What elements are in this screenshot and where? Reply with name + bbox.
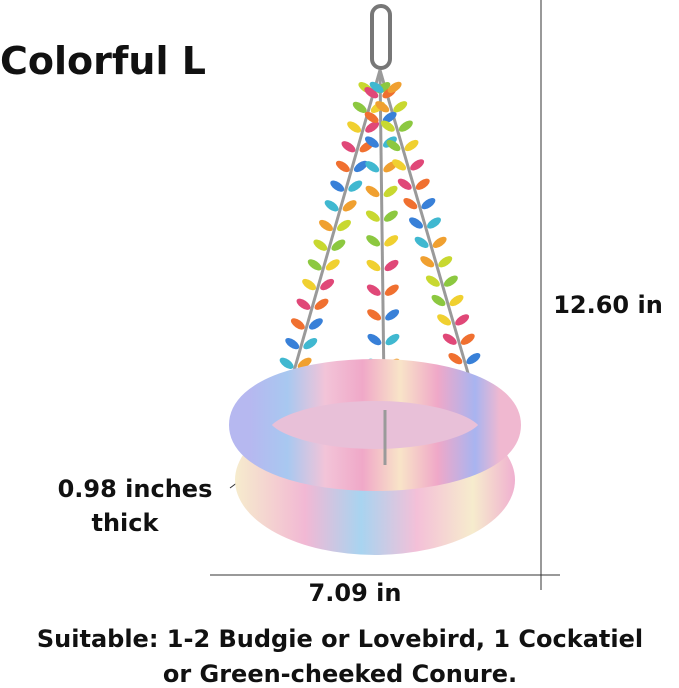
leaf (364, 87, 379, 99)
leaf (385, 333, 400, 346)
leaf (290, 318, 305, 330)
leaf (432, 236, 447, 249)
leaf (365, 121, 380, 133)
leaf (443, 275, 458, 287)
leaf (380, 120, 395, 132)
leaf (342, 200, 357, 212)
leaf (438, 256, 453, 268)
leaf (392, 159, 407, 171)
nest (229, 359, 521, 555)
leaf (383, 210, 398, 222)
leaf (455, 314, 470, 326)
leaf (367, 333, 382, 346)
leaf (337, 219, 351, 232)
leaf (384, 259, 399, 272)
leaf (366, 284, 381, 296)
leaf (365, 210, 380, 222)
thickness-label: thick (92, 509, 160, 537)
leaf (330, 180, 345, 192)
leaf (364, 111, 379, 124)
leaf (296, 298, 311, 310)
leaf (307, 259, 322, 271)
leaf (410, 159, 425, 171)
leaf (397, 178, 412, 190)
leaf (341, 141, 356, 153)
leaf (324, 200, 339, 212)
leaf (353, 160, 368, 173)
leaf (325, 259, 340, 271)
leaf (421, 197, 436, 210)
leaf (409, 217, 423, 229)
title: Colorful L (0, 39, 206, 83)
leaf (460, 333, 475, 345)
leaf (314, 298, 329, 310)
height-label: 12.60 in (553, 291, 663, 319)
leaf (385, 309, 400, 321)
leaf (331, 239, 346, 251)
leaf (365, 161, 380, 173)
leaf (414, 236, 429, 249)
leaf (366, 235, 381, 247)
leaf (347, 121, 362, 133)
leaf (415, 178, 430, 190)
leaf (448, 352, 463, 365)
leaf (352, 101, 367, 114)
leaf (437, 314, 452, 326)
leaf (279, 357, 294, 369)
leaf (404, 139, 419, 152)
leaf (383, 185, 398, 198)
leaf (308, 318, 323, 330)
leaf (366, 259, 381, 272)
leaf (384, 284, 399, 296)
leaf (431, 294, 446, 307)
leaf (320, 278, 335, 291)
leaf (384, 235, 399, 247)
leaf (420, 256, 435, 268)
leaf (425, 275, 440, 287)
leaf (382, 111, 397, 124)
caption: Suitable: 1-2 Budgie or Lovebird, 1 Cock… (37, 625, 643, 653)
carabiner (370, 4, 392, 70)
leaf (442, 333, 457, 345)
leaf (302, 278, 317, 291)
leaf (297, 357, 312, 369)
leaf (303, 337, 318, 350)
leaf (313, 239, 328, 251)
leaf (369, 81, 384, 94)
leaf (365, 185, 380, 198)
leaf (335, 160, 350, 173)
leaf (367, 309, 382, 321)
leaf (348, 180, 363, 192)
leaf (393, 101, 408, 113)
leaf (403, 197, 418, 210)
leaf (387, 81, 402, 94)
leaf (319, 219, 333, 232)
leaf (364, 136, 379, 148)
width-label: 7.09 in (309, 579, 402, 607)
thickness-label: 0.98 inches (58, 475, 213, 503)
leaf (449, 294, 464, 307)
leaf (398, 120, 413, 132)
leaf (386, 139, 401, 152)
leaf (285, 337, 300, 350)
leaf (375, 101, 390, 113)
caption: or Green-cheeked Conure. (163, 660, 517, 688)
leaf (466, 352, 481, 365)
leaf (427, 217, 441, 229)
